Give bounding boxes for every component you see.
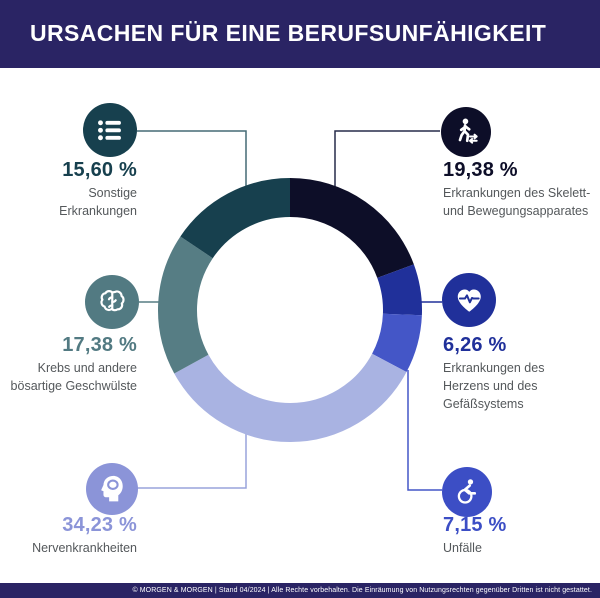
percent-value: 6,26 % [443,334,507,356]
header-bar: URSACHEN FÜR EINE BERUFSUNFÄHIGKEIT [0,0,600,68]
donut-segment [377,264,422,316]
wheelchair-icon [442,467,492,517]
callout-nerven: 34,23 % Nervenkrankheiten [0,513,137,558]
callout-krebs: 17,38 % Krebs und andere bösartige Gesch… [0,333,137,396]
donut-segment [289,178,414,279]
footer-bar: © MORGEN & MORGEN | Stand 04/2024 | Alle… [0,583,600,598]
connector-line-sonstige [137,130,247,189]
percent-value: 17,38 % [62,334,137,356]
percent-value: 15,60 % [62,159,137,181]
segment-label: Erkrankungen des Skelett- und Bewegungsa… [443,186,591,218]
callout-unfall: 7,15 % Unfälle [443,513,598,558]
connector-line-unfall [407,370,442,491]
percent-value: 34,23 % [62,514,137,536]
heart-pulse-icon [442,273,496,327]
donut-segment [371,313,422,373]
copyright-text: © MORGEN & MORGEN | Stand 04/2024 | Alle… [132,587,592,594]
segment-label: Sonstige Erkrankungen [59,186,137,218]
percent-value: 19,38 % [443,159,518,181]
callout-herz: 6,26 % Erkrankungen des Herzens und des … [443,333,598,413]
segment-label: Erkrankungen des Herzens und des Gefäßsy… [443,361,545,411]
segment-label: Unfälle [443,541,482,555]
callout-skelett: 19,38 % Erkrankungen des Skelett- und Be… [443,158,598,221]
page-title: URSACHEN FÜR EINE BERUFSUNFÄHIGKEIT [30,20,547,46]
callout-sonstige: 15,60 % Sonstige Erkrankungen [0,158,137,221]
donut-segment [158,236,214,374]
donut-segment [180,178,291,259]
head-silhouette-icon [86,463,138,515]
donut-segments [158,178,422,442]
segment-label: Krebs und andere bösartige Geschwülste [10,361,137,393]
segment-label: Nervenkrankheiten [32,541,137,555]
connector-lines [135,130,442,491]
walking-person-swap-arrows-icon [441,107,491,157]
donut-segment [174,353,407,442]
connector-line-nerven [135,431,247,489]
percent-value: 7,15 % [443,514,507,536]
connector-line-skelett [334,130,440,189]
brain-icon [85,275,139,329]
bullet-list-icon [83,103,137,157]
